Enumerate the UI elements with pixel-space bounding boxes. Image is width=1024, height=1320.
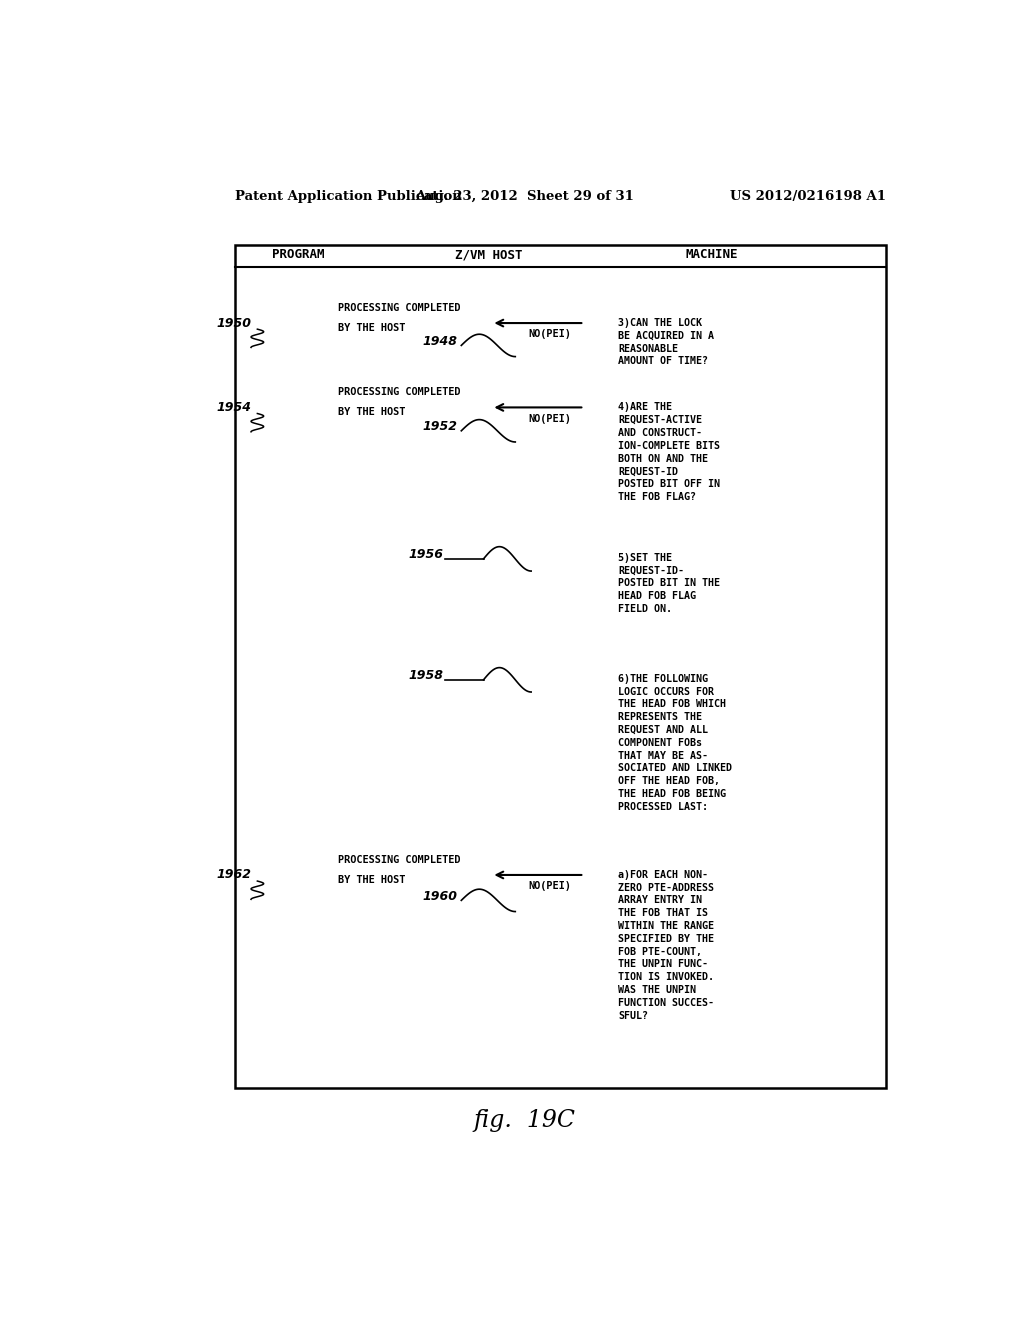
Text: 1956: 1956 xyxy=(408,548,443,561)
Text: 1952: 1952 xyxy=(422,420,458,433)
Text: fig.  19C: fig. 19C xyxy=(474,1109,575,1133)
Text: 1958: 1958 xyxy=(408,669,443,682)
Text: PROGRAM: PROGRAM xyxy=(272,248,325,261)
Text: 1954: 1954 xyxy=(216,401,251,414)
Text: Z/VM HOST: Z/VM HOST xyxy=(456,248,523,261)
Text: 4)ARE THE
REQUEST-ACTIVE
AND CONSTRUCT-
ION-COMPLETE BITS
BOTH ON AND THE
REQUES: 4)ARE THE REQUEST-ACTIVE AND CONSTRUCT- … xyxy=(618,403,721,502)
Text: Patent Application Publication: Patent Application Publication xyxy=(236,190,462,202)
Text: 6)THE FOLLOWING
LOGIC OCCURS FOR
THE HEAD FOB WHICH
REPRESENTS THE
REQUEST AND A: 6)THE FOLLOWING LOGIC OCCURS FOR THE HEA… xyxy=(618,673,732,812)
Text: NO(PEI): NO(PEI) xyxy=(528,329,571,339)
Text: 1960: 1960 xyxy=(422,890,458,903)
Text: 5)SET THE
REQUEST-ID-
POSTED BIT IN THE
HEAD FOB FLAG
FIELD ON.: 5)SET THE REQUEST-ID- POSTED BIT IN THE … xyxy=(618,553,721,614)
Text: 3)CAN THE LOCK
BE ACQUIRED IN A
REASONABLE
AMOUNT OF TIME?: 3)CAN THE LOCK BE ACQUIRED IN A REASONAB… xyxy=(618,318,715,367)
Text: PROCESSING COMPLETED: PROCESSING COMPLETED xyxy=(338,387,461,397)
Text: 1950: 1950 xyxy=(216,317,251,330)
Text: 1948: 1948 xyxy=(422,335,458,348)
Text: PROCESSING COMPLETED: PROCESSING COMPLETED xyxy=(338,302,461,313)
Text: BY THE HOST: BY THE HOST xyxy=(338,323,406,333)
Text: PROCESSING COMPLETED: PROCESSING COMPLETED xyxy=(338,855,461,865)
Text: Aug. 23, 2012  Sheet 29 of 31: Aug. 23, 2012 Sheet 29 of 31 xyxy=(416,190,634,202)
Text: US 2012/0216198 A1: US 2012/0216198 A1 xyxy=(730,190,886,202)
Text: BY THE HOST: BY THE HOST xyxy=(338,408,406,417)
Text: NO(PEI): NO(PEI) xyxy=(528,413,571,424)
Text: NO(PEI): NO(PEI) xyxy=(528,882,571,891)
Text: BY THE HOST: BY THE HOST xyxy=(338,875,406,884)
Text: 1962: 1962 xyxy=(216,869,251,882)
Text: a)FOR EACH NON-
ZERO PTE-ADDRESS
ARRAY ENTRY IN
THE FOB THAT IS
WITHIN THE RANGE: a)FOR EACH NON- ZERO PTE-ADDRESS ARRAY E… xyxy=(618,870,715,1020)
Text: MACHINE: MACHINE xyxy=(685,248,737,261)
